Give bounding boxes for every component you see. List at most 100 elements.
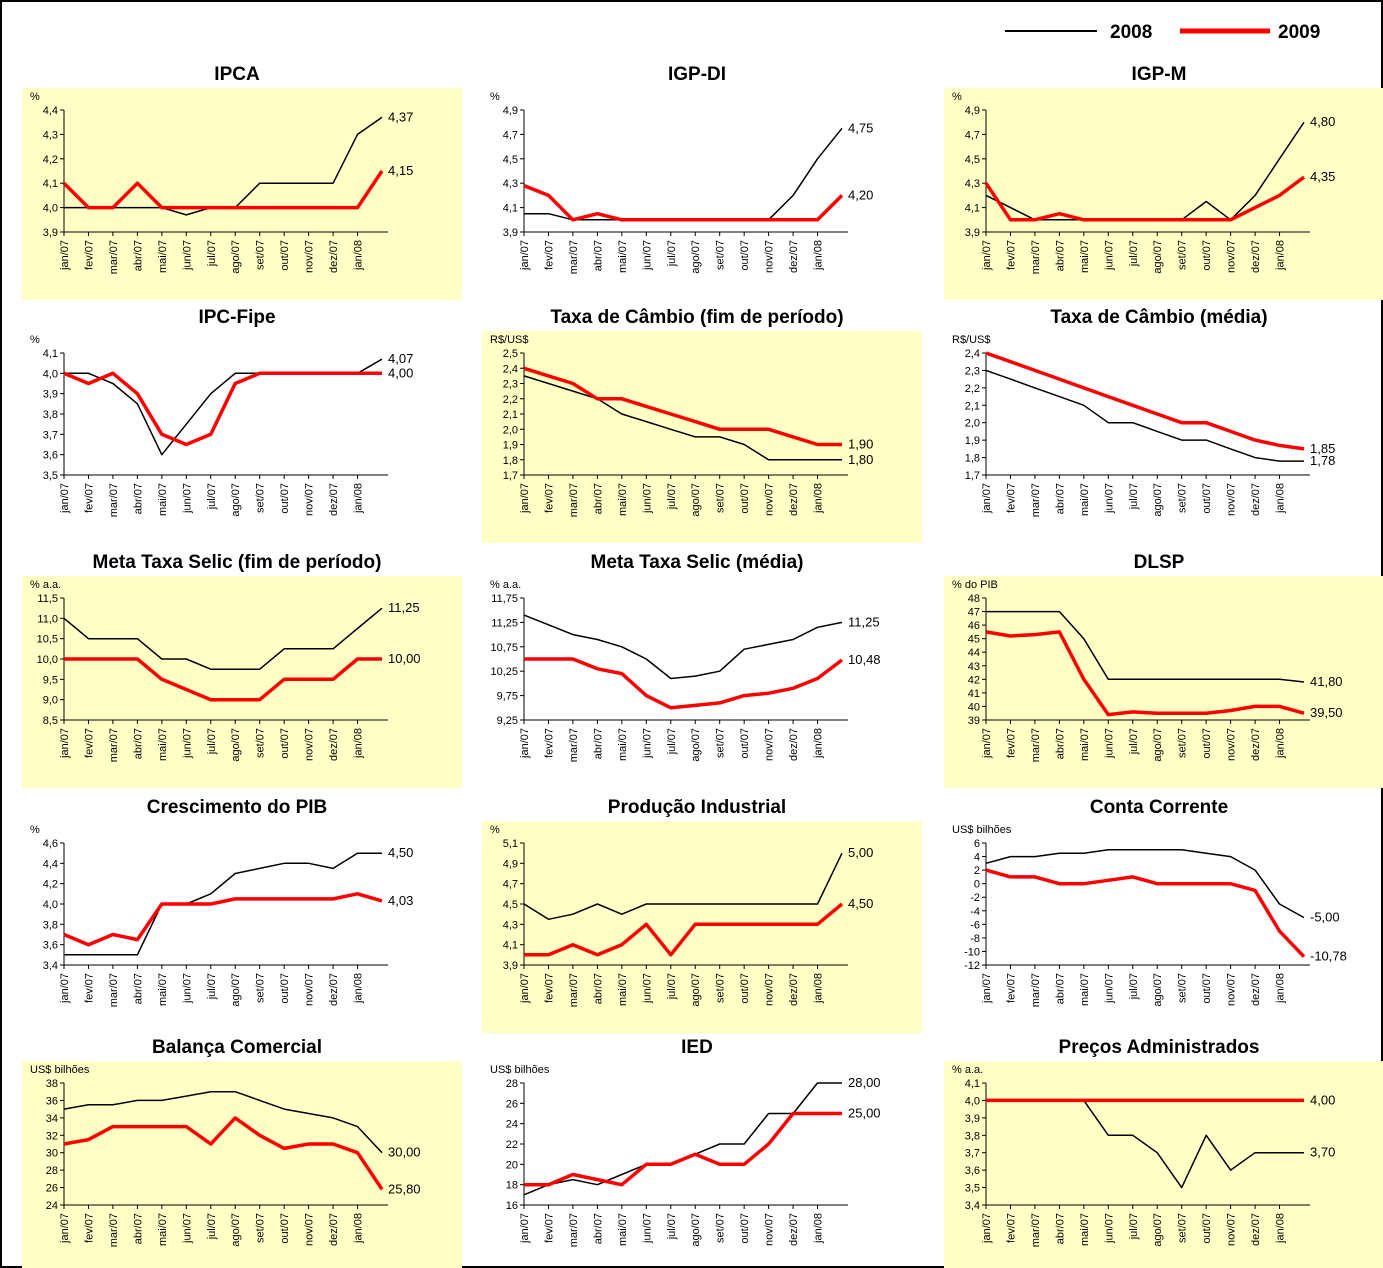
y-tick-label: 38 [46,1078,58,1090]
y-tick-label: 2,3 [965,365,980,377]
data-label: 4,03 [388,893,413,908]
x-tick-label: dez/07 [1250,483,1262,516]
y-axis-unit: US$ bilhões [30,1064,90,1076]
x-tick-label: jan/07 [59,728,71,759]
data-label: 4,50 [388,845,413,860]
x-tick-label: nov/07 [1226,483,1238,516]
x-tick-label: mar/07 [568,1213,580,1247]
x-tick-label: jul/07 [666,728,678,755]
y-axis-unit: % [30,91,40,103]
data-label: 4,80 [1310,114,1335,129]
y-tick-label: 11,0 [37,613,58,625]
x-tick-label: mar/07 [1030,1213,1042,1247]
x-tick-label: jun/07 [181,1213,193,1244]
y-tick-label: 2 [974,865,980,877]
y-tick-label: -8 [970,933,980,945]
y-tick-label: 3,6 [965,1165,980,1177]
y-tick-label: -10 [964,946,980,958]
y-tick-label: 46 [968,620,980,632]
chart-title: Crescimento do PIB [147,797,328,818]
y-tick-label: 4,7 [965,129,980,141]
y-tick-label: 28 [46,1165,58,1177]
x-tick-label: nov/07 [304,1213,316,1246]
chart-title: Meta Taxa Selic (média) [591,552,804,573]
x-tick-label: out/07 [739,1213,751,1244]
y-axis-unit: % [490,91,500,103]
x-tick-label: fev/07 [543,973,555,1003]
y-tick-label: 1,7 [503,470,518,482]
y-tick-label: 26 [46,1183,58,1195]
y-tick-label: 4,2 [43,879,58,891]
x-tick-label: jan/08 [813,728,825,759]
x-tick-label: ago/07 [230,728,242,762]
x-tick-label: ago/07 [1152,483,1164,517]
y-tick-label: -2 [970,892,980,904]
x-tick-label: out/07 [279,1213,291,1244]
x-tick-label: dez/07 [328,973,340,1006]
x-tick-label: mai/07 [1079,973,1091,1006]
x-tick-label: out/07 [739,483,751,514]
series-line [523,183,844,222]
series-line [64,852,382,956]
data-label: 1,85 [1310,441,1335,456]
x-tick-label: jun/07 [1103,973,1115,1004]
y-tick-label: 9,0 [43,695,58,707]
x-tick-label: set/07 [255,483,267,513]
y-tick-label: 43 [968,661,980,673]
x-tick-label: set/07 [255,973,267,1003]
x-tick-label: abr/07 [592,1213,604,1244]
x-tick-label: out/07 [279,728,291,759]
y-tick-label: -6 [970,919,980,931]
x-tick-label: abr/07 [132,973,144,1004]
series-line [984,175,1306,222]
y-tick-label: 4,1 [965,203,980,215]
y-axis-unit: % [952,91,962,103]
x-tick-label: ago/07 [1152,1213,1164,1247]
y-tick-label: 20 [506,1159,518,1171]
x-tick-label: jul/07 [206,483,218,510]
series-line [523,852,843,921]
x-tick-label: jan/08 [353,483,365,514]
y-tick-label: 4,5 [503,154,518,166]
data-label: 4,15 [388,163,413,178]
y-tick-label: 1,8 [965,453,980,465]
x-tick-label: jan/07 [519,240,531,271]
x-tick-label: abr/07 [132,1213,144,1244]
y-tick-label: 4,9 [965,105,980,117]
chart-title: Meta Taxa Selic (fim de período) [93,552,382,573]
y-tick-label: 3,7 [965,1148,980,1160]
y-tick-label: 4,4 [43,858,58,870]
data-label: 4,35 [1310,169,1335,184]
chart-title: Taxa de Câmbio (média) [1050,307,1267,328]
series-line [63,1116,384,1191]
x-tick-label: fev/07 [83,973,95,1003]
x-tick-label: jul/07 [1128,1213,1140,1240]
y-tick-label: 2,0 [965,418,980,430]
series-line [63,371,382,447]
y-tick-label: 3,8 [43,409,58,421]
data-label: 39,50 [1310,705,1343,720]
x-tick-label: jan/07 [519,728,531,759]
x-tick-label: fev/07 [83,240,95,270]
y-tick-label: 2,3 [503,379,518,391]
y-axis-unit: R$/US$ [952,334,991,346]
chart-title: IGP-DI [668,64,726,85]
y-tick-label: 4,7 [503,879,518,891]
x-tick-label: mar/07 [568,240,580,274]
x-tick-label: mai/07 [617,973,629,1006]
x-tick-label: jan/07 [59,1213,71,1244]
x-tick-label: jan/08 [353,1213,365,1244]
x-tick-label: mai/07 [617,1213,629,1246]
y-tick-label: 1,9 [965,435,980,447]
y-tick-label: 9,5 [43,674,58,686]
x-tick-label: jul/07 [206,240,218,267]
data-label: 4,37 [388,109,413,124]
x-tick-label: jul/07 [1128,728,1140,755]
x-tick-label: jan/07 [59,240,71,271]
x-tick-label: set/07 [715,728,727,758]
panel-background [944,88,1383,300]
x-tick-label: mai/07 [1079,240,1091,273]
x-tick-label: jul/07 [666,483,678,510]
y-tick-label: 4,9 [503,105,518,117]
series-line [1083,1099,1304,1189]
